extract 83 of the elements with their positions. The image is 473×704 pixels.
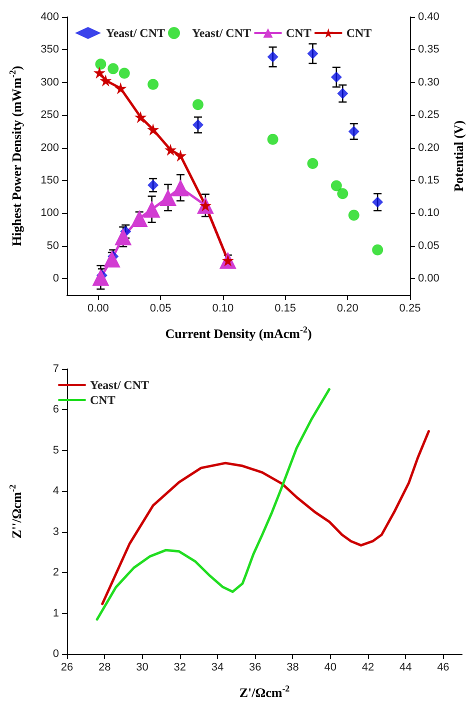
legend-label: CNT [346, 26, 372, 40]
x-tick-label: 44 [399, 662, 412, 674]
point [134, 111, 147, 124]
y2-tick-label: 0.30 [418, 76, 440, 88]
point [192, 119, 204, 130]
y2-tick-label: 0.00 [418, 272, 440, 285]
point [160, 189, 177, 206]
point [108, 63, 119, 74]
x-tick-label: 0.10 [212, 302, 234, 314]
y-axis-title: Highest Power Density (mWm-2) [8, 66, 24, 246]
point [143, 200, 160, 218]
x-tick-label: 32 [174, 662, 186, 674]
point [114, 228, 132, 246]
point [114, 82, 127, 94]
point [348, 210, 360, 221]
point [118, 68, 130, 79]
y2-tick-label: 0.35 [418, 44, 440, 56]
x-tick-label: 38 [286, 662, 299, 674]
y2-axis-title: Potential (V) [451, 120, 466, 192]
y-tick-label: 3 [52, 526, 59, 538]
point [307, 48, 318, 60]
y2-tick-label: 0.40 [418, 11, 440, 23]
x-tick-label: 0.15 [274, 302, 296, 314]
x-tick-label: 0.20 [336, 302, 358, 314]
x-tick-label: 34 [211, 662, 224, 674]
legend-label: Yeast/ CNT [106, 26, 165, 40]
point [164, 144, 177, 156]
legend-label: CNT [90, 393, 116, 407]
x-tick-label: 40 [324, 662, 336, 674]
point [148, 78, 159, 90]
y-tick-label: 0 [52, 648, 59, 660]
point [147, 124, 160, 136]
legend-label: Yeast/ CNT [192, 26, 251, 40]
y-axis-title: Z''/Ωcm-2 [8, 484, 24, 539]
y2-tick-label: 0.05 [418, 240, 440, 252]
y-tick-label: 300 [40, 76, 59, 88]
x-tick-label: 0.25 [399, 302, 421, 314]
point [174, 150, 186, 162]
point [93, 66, 106, 79]
point [372, 196, 384, 208]
x-tick-label: 30 [136, 662, 148, 674]
legend-label: Yeast/ CNT [90, 378, 149, 392]
point [330, 180, 342, 192]
y-tick-label: 150 [40, 174, 59, 187]
point [337, 88, 348, 100]
x-tick-label: 36 [248, 662, 262, 674]
point [192, 99, 204, 110]
x-tick-label: 0.00 [87, 302, 109, 314]
y2-tick-label: 0.20 [418, 142, 440, 154]
point [130, 210, 148, 227]
x-tick-label: 46 [437, 662, 450, 674]
point [337, 188, 348, 200]
y-tick-label: 50 [46, 240, 59, 252]
y-tick-label: 350 [40, 44, 59, 56]
y-tick-label: 6 [52, 404, 59, 416]
y-tick-label: 0 [52, 272, 59, 285]
x-tick-label: 26 [60, 662, 74, 674]
y-tick-label: 5 [52, 444, 59, 456]
point [95, 58, 106, 70]
x-tick-label: 28 [98, 662, 111, 674]
y-tick-label: 250 [40, 109, 59, 122]
point [330, 72, 342, 83]
y-tick-label: 2 [52, 566, 59, 579]
y-tick-label: 400 [40, 11, 59, 23]
point [348, 126, 360, 137]
y-tick-label: 200 [40, 142, 59, 154]
point [372, 244, 384, 256]
point [307, 158, 318, 170]
point [267, 51, 278, 62]
legend-label: CNT [286, 26, 312, 40]
y2-tick-label: 0.15 [418, 174, 440, 187]
point [172, 179, 189, 196]
point [100, 74, 112, 86]
y-tick-label: 1 [52, 607, 59, 620]
line-series [101, 430, 430, 606]
y2-tick-label: 0.25 [418, 109, 440, 122]
point [267, 134, 278, 145]
y-tick-label: 4 [52, 485, 59, 498]
x-tick-label: 42 [362, 662, 374, 674]
y2-tick-label: 0.10 [418, 207, 440, 220]
x-tick-label: 0.05 [150, 302, 172, 314]
y-tick-label: 100 [40, 207, 59, 220]
y-tick-label: 7 [52, 363, 59, 375]
